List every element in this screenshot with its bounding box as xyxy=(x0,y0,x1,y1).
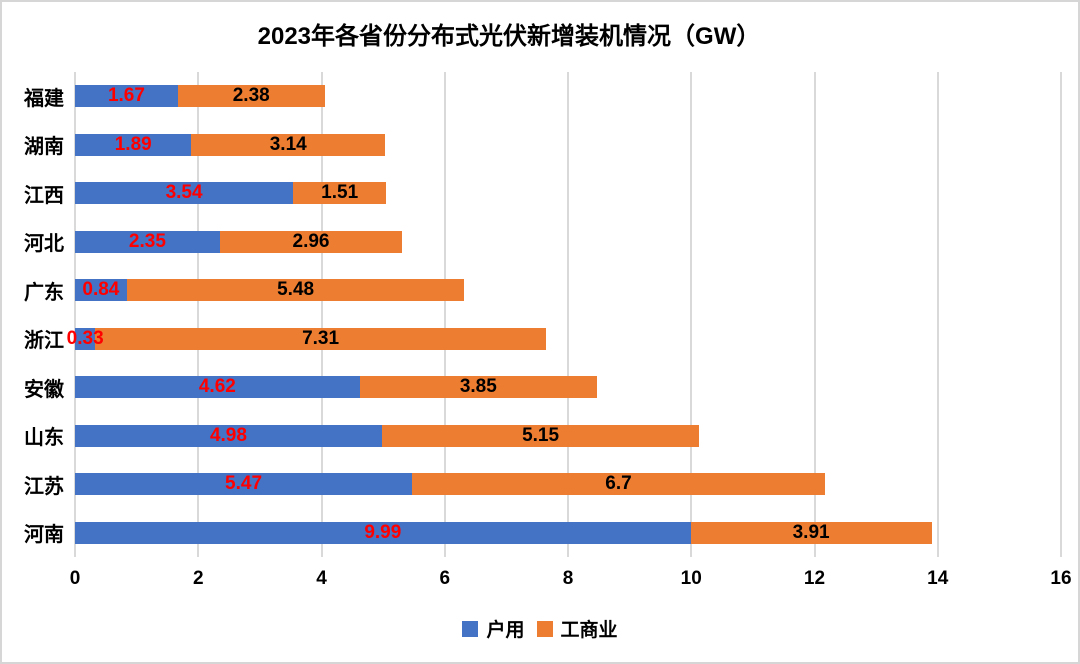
bar-segment-户用: 5.47 xyxy=(75,473,413,495)
x-tick-label-4: 4 xyxy=(316,568,327,589)
bar-segment-工商业: 7.31 xyxy=(95,327,546,350)
bar-segment-户用: 4.62 xyxy=(75,376,360,398)
gridline-x-4 xyxy=(320,72,323,557)
category-label-广东: 广东 xyxy=(24,281,64,304)
x-tick-label-12: 12 xyxy=(803,568,826,589)
bar-row-浙江: 0.33 7.31 xyxy=(67,315,1061,364)
bar-row-山东: 4.98 5.15 xyxy=(75,412,1061,461)
stacked-bar: 5.47 6.7 xyxy=(75,473,825,495)
bar-segment-工商业: 6.7 xyxy=(412,473,825,495)
bar-segment-工商业: 3.14 xyxy=(191,133,385,156)
category-label-江西: 江西 xyxy=(24,184,64,207)
data-label: 5.47 xyxy=(225,473,263,494)
data-label: 3.14 xyxy=(269,133,307,155)
data-label: 5.15 xyxy=(522,424,560,446)
bar-row-广东: 0.84 5.48 xyxy=(75,266,1061,315)
bar-row-河南: 9.99 3.91 xyxy=(75,509,1061,558)
x-tick-label-0: 0 xyxy=(69,568,81,589)
data-label: 9.99 xyxy=(364,521,402,543)
bar-segment-工商业: 2.38 xyxy=(177,85,325,107)
gridline-x-8 xyxy=(567,72,569,557)
legend-swatch-icon xyxy=(462,620,479,637)
data-label: 6.7 xyxy=(605,473,632,494)
bar-row-江苏: 5.47 6.7 xyxy=(75,460,1061,509)
data-label: 0.33 xyxy=(66,327,104,349)
bar-segment-户用: 0.33 xyxy=(67,327,104,350)
data-label: 1.51 xyxy=(321,182,359,203)
legend-label: 户用 xyxy=(486,620,525,641)
data-label: 1.89 xyxy=(114,133,152,155)
x-tick-label-6: 6 xyxy=(439,568,451,589)
stacked-bar: 4.62 3.85 xyxy=(75,376,597,398)
category-label-山东: 山东 xyxy=(24,427,64,450)
x-tick-label-14: 14 xyxy=(927,568,949,589)
data-label: 3.85 xyxy=(459,376,497,397)
bar-segment-户用: 1.67 xyxy=(75,85,178,107)
data-label: 0.84 xyxy=(82,279,120,300)
chart-title: 2023年各省份分布式光伏新增装机情况（GW） xyxy=(257,23,761,50)
category-label-河南: 河南 xyxy=(24,524,64,547)
bar-segment-户用: 9.99 xyxy=(75,521,691,544)
gridline-x-0 xyxy=(74,72,76,557)
legend-swatch-icon xyxy=(536,620,553,637)
bar-segment-工商业: 1.51 xyxy=(293,182,387,204)
bar-segment-户用: 2.35 xyxy=(75,230,220,253)
plot-area: 1.67 2.38 1.89 3.14 3.54 1.51 2.35 2.96 0.84 5.48… xyxy=(67,72,1062,558)
x-tick-label-8: 8 xyxy=(562,568,574,589)
category-label-江苏: 江苏 xyxy=(24,475,64,498)
gridline-x-6 xyxy=(443,72,446,557)
stacked-bar: 9.99 3.91 xyxy=(75,521,932,544)
category-label-福建: 福建 xyxy=(24,87,64,110)
legend-item-户用: 户用 xyxy=(462,615,525,642)
bar-segment-户用: 4.98 xyxy=(75,424,382,447)
gridline-x-2 xyxy=(197,72,200,557)
category-label-浙江: 浙江 xyxy=(24,330,64,353)
data-label: 5.48 xyxy=(277,279,315,300)
bar-row-福建: 1.67 2.38 xyxy=(75,72,1061,121)
gridline-x-16 xyxy=(1060,72,1062,557)
category-label-湖南: 湖南 xyxy=(24,136,64,159)
data-label: 3.54 xyxy=(165,182,203,203)
data-label: 2.38 xyxy=(232,85,270,106)
bar-segment-户用: 3.54 xyxy=(75,182,294,204)
stacked-bar: 3.54 1.51 xyxy=(75,182,387,204)
bar-segment-户用: 1.89 xyxy=(75,133,192,156)
data-label: 4.62 xyxy=(198,376,236,397)
bar-segment-工商业: 3.91 xyxy=(690,521,932,544)
legend: 户用 工商业 xyxy=(2,615,1078,642)
category-label-安徽: 安徽 xyxy=(24,378,64,401)
gridline-x-10 xyxy=(690,72,693,557)
bar-segment-工商业: 3.85 xyxy=(359,376,597,398)
bar-segment-工商业: 5.15 xyxy=(381,424,700,447)
data-label: 7.31 xyxy=(302,327,340,349)
legend-item-工商业: 工商业 xyxy=(536,615,618,642)
stacked-bar: 0.84 5.48 xyxy=(75,279,465,301)
stacked-bar: 1.67 2.38 xyxy=(75,85,325,107)
stacked-bar: 0.33 7.31 xyxy=(67,327,546,350)
legend-label: 工商业 xyxy=(560,620,618,641)
data-label: 3.91 xyxy=(792,521,830,543)
stacked-bar: 2.35 2.96 xyxy=(75,230,403,253)
bar-row-河北: 2.35 2.96 xyxy=(75,218,1061,267)
bar-segment-工商业: 2.96 xyxy=(219,230,403,253)
stacked-bar: 4.98 5.15 xyxy=(75,424,700,447)
bar-segment-户用: 0.84 xyxy=(75,279,127,301)
category-label-河北: 河北 xyxy=(24,233,64,256)
data-label: 2.96 xyxy=(292,230,330,252)
gridline-x-14 xyxy=(936,72,939,557)
x-tick-label-2: 2 xyxy=(192,568,204,589)
data-label: 1.67 xyxy=(107,85,145,106)
bar-row-安徽: 4.62 3.85 xyxy=(75,363,1061,412)
data-label: 4.98 xyxy=(209,424,247,446)
stacked-bar: 1.89 3.14 xyxy=(75,133,385,156)
data-label: 2.35 xyxy=(128,230,166,252)
x-tick-label-16: 16 xyxy=(1050,568,1072,589)
bar-row-湖南: 1.89 3.14 xyxy=(75,121,1061,170)
bar-segment-工商业: 5.48 xyxy=(126,279,465,301)
x-tick-label-10: 10 xyxy=(680,568,702,589)
gridline-x-12 xyxy=(813,72,816,557)
bar-row-江西: 3.54 1.51 xyxy=(75,169,1061,218)
